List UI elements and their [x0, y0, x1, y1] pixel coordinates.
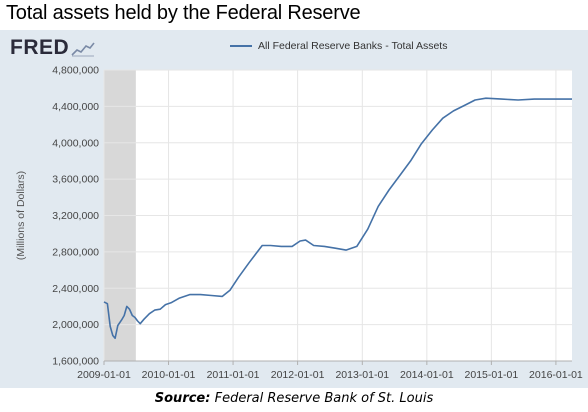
y-tick-label: 2,400,000 [52, 283, 99, 295]
source-label: Source: [154, 391, 211, 406]
fred-chart-icon [71, 42, 95, 57]
x-tick-label: 2011-01-01 [207, 369, 260, 381]
x-tick-label: 2009-01-01 [77, 369, 131, 381]
y-tick-label: 2,800,000 [52, 246, 99, 258]
y-tick-label: 4,800,000 [52, 65, 99, 77]
series-line [103, 97, 572, 340]
source-note: Source: Federal Reserve Bank of St. Loui… [0, 391, 588, 406]
chart-legend: All Federal Reserve Banks - Total Assets [230, 40, 447, 52]
x-tick-label: 2013-01-01 [335, 369, 389, 381]
x-tick-label: 2010-01-01 [142, 369, 196, 381]
legend-swatch [230, 45, 252, 47]
y-tick-label: 1,600,000 [52, 356, 99, 368]
y-tick-label: 2,000,000 [52, 319, 99, 331]
fred-logo-text: FRED [10, 36, 70, 59]
source-text: Federal Reserve Bank of St. Louis [214, 391, 434, 406]
page-title: Total assets held by the Federal Reserve [6, 2, 361, 24]
x-tick-label: 2014-01-01 [400, 369, 454, 381]
fred-logo: FRED [10, 36, 95, 60]
y-tick-label: 3,200,000 [52, 210, 99, 222]
y-tick-label: 4,000,000 [52, 137, 99, 149]
y-tick-label: 4,400,000 [52, 101, 99, 113]
y-axis-title: (Millions of Dollars) [15, 171, 27, 260]
legend-label: All Federal Reserve Banks - Total Assets [258, 40, 448, 52]
x-tick-label: 2015-01-01 [465, 369, 519, 381]
x-tick-label: 2012-01-01 [271, 369, 325, 381]
x-tick-label: 2016-01-01 [529, 369, 583, 381]
y-tick-label: 3,600,000 [52, 174, 99, 186]
